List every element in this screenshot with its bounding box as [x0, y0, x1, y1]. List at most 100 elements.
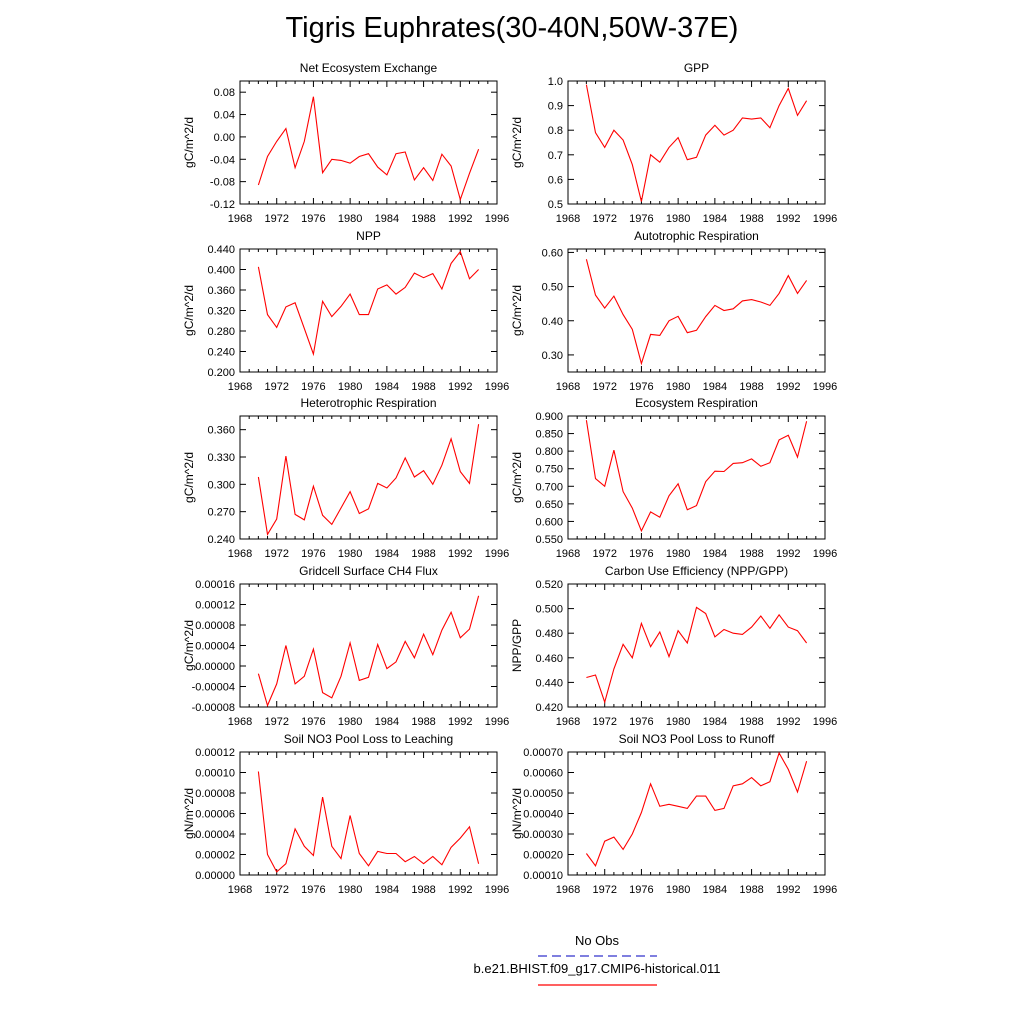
plot-frame: [567, 248, 826, 373]
panel-title: Soil NO3 Pool Loss to Runoff: [619, 732, 776, 746]
x-tick-label: 1996: [485, 548, 509, 560]
x-tick-label: 1984: [703, 716, 727, 728]
y-tick-label: 0.420: [535, 702, 563, 714]
x-tick-label: 1972: [592, 716, 616, 728]
y-tick-label: 0.240: [207, 347, 235, 359]
x-tick-label: 1976: [629, 381, 653, 393]
x-tick-label: 1976: [301, 548, 325, 560]
x-tick-label: 1968: [228, 884, 252, 896]
y-tick-label: 0.40: [542, 316, 563, 328]
x-tick-label: 1972: [592, 884, 616, 896]
y-tick-label: 0.440: [535, 677, 563, 689]
x-tick-label: 1980: [666, 548, 690, 560]
y-tick-label: 0.240: [207, 534, 235, 546]
x-tick-label: 1976: [629, 716, 653, 728]
y-tick-label: -0.00004: [192, 682, 235, 694]
y-tick-label: 0.320: [207, 306, 235, 318]
y-tick-label: 0.5: [548, 199, 563, 211]
y-tick-label: 0.360: [207, 285, 235, 297]
x-tick-label: 1984: [375, 381, 399, 393]
x-tick-label: 1992: [448, 884, 472, 896]
y-tick-label: 0.440: [207, 244, 235, 256]
panel-title: Soil NO3 Pool Loss to Leaching: [284, 732, 453, 746]
x-tick-label: 1968: [556, 716, 580, 728]
x-tick-label: 1992: [448, 548, 472, 560]
x-tick-label: 1980: [666, 213, 690, 225]
y-tick-label: 0.6: [548, 174, 563, 186]
y-axis-label: gC/m^2/d: [182, 285, 196, 336]
y-tick-label: 0.00008: [195, 620, 235, 632]
x-tick-label: 1992: [776, 213, 800, 225]
chart-panel-9: Soil NO3 Pool Loss to Leaching gN/m^2/d 19…: [182, 732, 509, 896]
y-tick-label: 0.300: [207, 479, 235, 491]
panel-title: Ecosystem Respiration: [635, 396, 758, 410]
x-tick-label: 1968: [228, 213, 252, 225]
y-tick-label: 0.00020: [523, 850, 563, 862]
y-tick-label: 0.00060: [523, 768, 563, 780]
y-tick-label: 0.00010: [195, 768, 235, 780]
x-tick-label: 1984: [703, 884, 727, 896]
y-tick-label: 0.00016: [195, 579, 235, 591]
y-tick-label: 0.330: [207, 452, 235, 464]
plot-frame: [567, 583, 826, 708]
series-line: [257, 250, 479, 357]
x-tick-label: 1968: [556, 213, 580, 225]
y-tick-label: -0.00008: [192, 702, 235, 714]
y-axis-label: gC/m^2/d: [510, 117, 524, 168]
series-line: [585, 84, 808, 202]
x-tick-label: 1992: [448, 716, 472, 728]
x-tick-label: 1972: [264, 381, 288, 393]
x-tick-label: 1980: [666, 884, 690, 896]
series-line: [257, 771, 480, 873]
chart-panel-3: NPP gC/m^2/d 1968 1972 1976 1980 1984 1988 1992 1…: [182, 229, 509, 393]
y-tick-label: 0.850: [535, 429, 563, 441]
x-tick-label: 1980: [666, 716, 690, 728]
x-tick-label: 1996: [813, 381, 837, 393]
x-tick-label: 1992: [776, 884, 800, 896]
x-tick-label: 1968: [228, 716, 252, 728]
x-tick-label: 1996: [813, 716, 837, 728]
y-tick-label: 0.50: [542, 282, 563, 294]
y-tick-label: 0.00000: [195, 661, 235, 673]
series-line: [257, 595, 480, 708]
y-tick-label: 0.360: [207, 425, 235, 437]
legend-obs-label: No Obs: [574, 933, 620, 948]
x-tick-label: 1980: [338, 548, 362, 560]
y-tick-label: 0.00004: [195, 641, 235, 653]
y-tick-label: 0.280: [207, 326, 235, 338]
x-tick-label: 1980: [666, 381, 690, 393]
x-tick-label: 1988: [411, 213, 435, 225]
x-tick-label: 1972: [592, 548, 616, 560]
x-tick-label: 1976: [301, 213, 325, 225]
series-line: [585, 420, 808, 533]
panel-title: Carbon Use Efficiency (NPP/GPP): [605, 564, 788, 578]
y-tick-label: 0.00002: [195, 850, 235, 862]
y-tick-label: 0.00004: [195, 829, 235, 841]
y-axis-label: gC/m^2/d: [510, 285, 524, 336]
x-tick-label: 1984: [375, 213, 399, 225]
x-tick-label: 1972: [264, 716, 288, 728]
x-tick-label: 1976: [629, 884, 653, 896]
x-tick-label: 1984: [703, 381, 727, 393]
x-tick-label: 1988: [739, 213, 763, 225]
chart-panel-4: Autotrophic Respiration gC/m^2/d 1968 1972 1…: [510, 229, 837, 393]
y-tick-label: 1.0: [548, 76, 563, 88]
x-tick-label: 1992: [776, 716, 800, 728]
y-axis-label: gC/m^2/d: [510, 452, 524, 503]
x-tick-label: 1984: [375, 716, 399, 728]
x-tick-label: 1988: [411, 381, 435, 393]
y-tick-label: 0.500: [535, 604, 563, 616]
plot-frame: [239, 415, 498, 540]
x-tick-label: 1976: [301, 716, 325, 728]
legend: [538, 955, 657, 986]
x-tick-label: 1996: [485, 213, 509, 225]
y-tick-label: 0.00050: [523, 788, 563, 800]
x-tick-label: 1980: [338, 213, 362, 225]
y-tick-label: 0.600: [535, 516, 563, 528]
y-tick-label: 0.200: [207, 367, 235, 379]
series-line: [585, 259, 808, 366]
x-tick-label: 1972: [264, 213, 288, 225]
panel-title: Autotrophic Respiration: [634, 229, 759, 243]
x-tick-label: 1968: [228, 548, 252, 560]
x-tick-label: 1996: [485, 716, 509, 728]
